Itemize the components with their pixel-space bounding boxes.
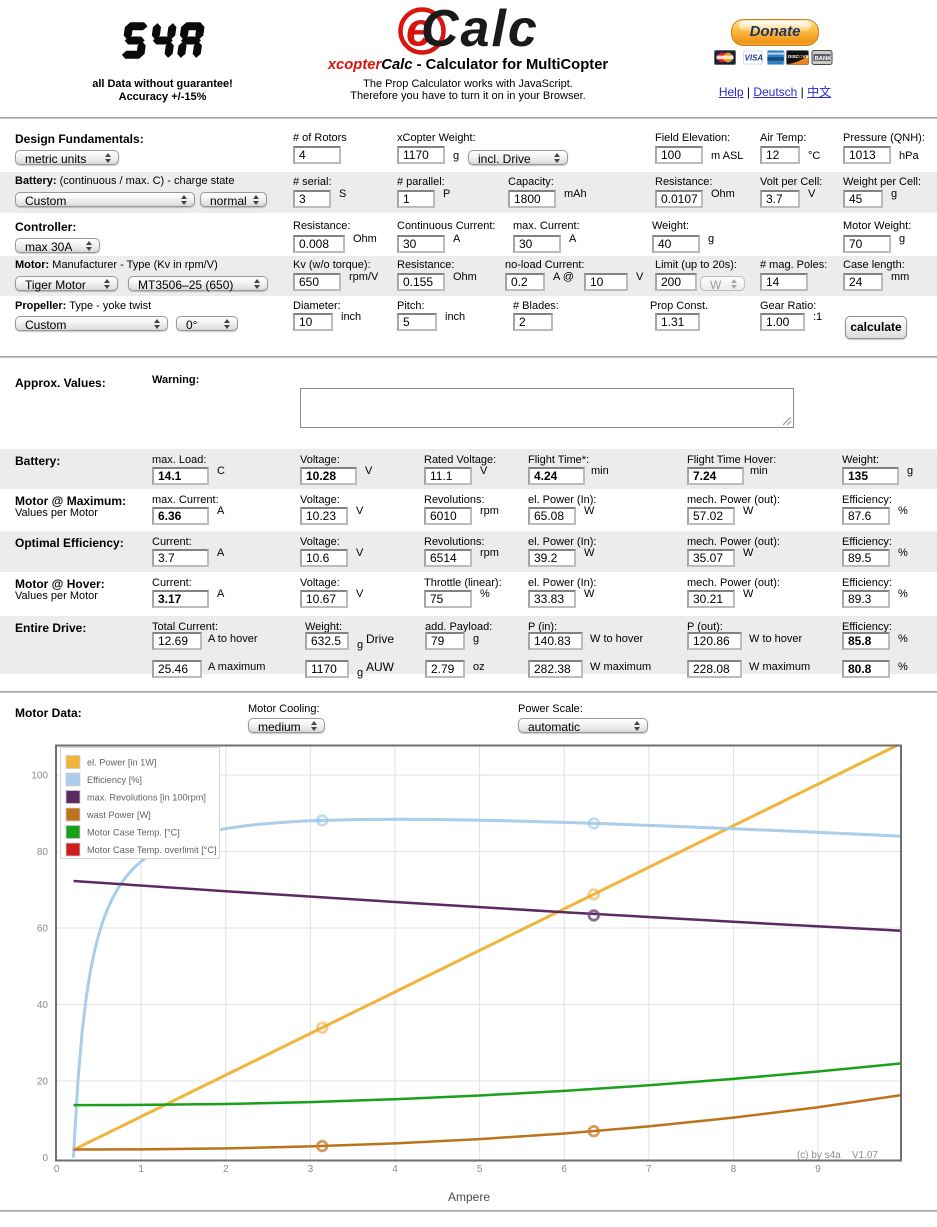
- svg-text:Efficiency [%]: Efficiency [%]: [87, 775, 142, 785]
- svg-text:9: 9: [815, 1164, 821, 1175]
- svg-text:7: 7: [646, 1164, 652, 1175]
- svg-text:80: 80: [37, 847, 49, 858]
- svg-text:2: 2: [223, 1164, 229, 1175]
- svg-text:100: 100: [31, 771, 48, 782]
- svg-text:0: 0: [54, 1164, 60, 1175]
- svg-text:4: 4: [392, 1164, 398, 1175]
- svg-text:40: 40: [37, 1000, 49, 1011]
- svg-text:VISA: VISA: [745, 54, 764, 63]
- svg-text:60: 60: [37, 924, 49, 935]
- svg-text:Ampere: Ampere: [448, 1190, 490, 1204]
- svg-text:8: 8: [731, 1164, 737, 1175]
- svg-text:6: 6: [561, 1164, 567, 1175]
- svg-text:e: e: [406, 4, 432, 56]
- svg-text:(c) by s4a V1.07: (c) by s4a V1.07: [797, 1150, 879, 1161]
- svg-text:BANK: BANK: [815, 56, 833, 62]
- svg-text:20: 20: [37, 1077, 49, 1088]
- svg-text:Calc: Calc: [421, 4, 539, 56]
- svg-text:1: 1: [138, 1164, 144, 1175]
- svg-text:el. Power [in 1W]: el. Power [in 1W]: [87, 758, 156, 768]
- svg-text:Motor Case Temp. [°C]: Motor Case Temp. [°C]: [87, 828, 180, 838]
- svg-text:wast Power [W]: wast Power [W]: [86, 810, 151, 820]
- svg-text:3: 3: [308, 1164, 314, 1175]
- svg-text:max. Revolutions [in 100rpm]: max. Revolutions [in 100rpm]: [87, 793, 206, 803]
- svg-text:DISCOVER: DISCOVER: [788, 54, 813, 59]
- svg-text:5: 5: [477, 1164, 483, 1175]
- svg-text:Motor Case Temp. overlimit [°C: Motor Case Temp. overlimit [°C]: [87, 845, 217, 855]
- svg-text:0: 0: [42, 1153, 48, 1164]
